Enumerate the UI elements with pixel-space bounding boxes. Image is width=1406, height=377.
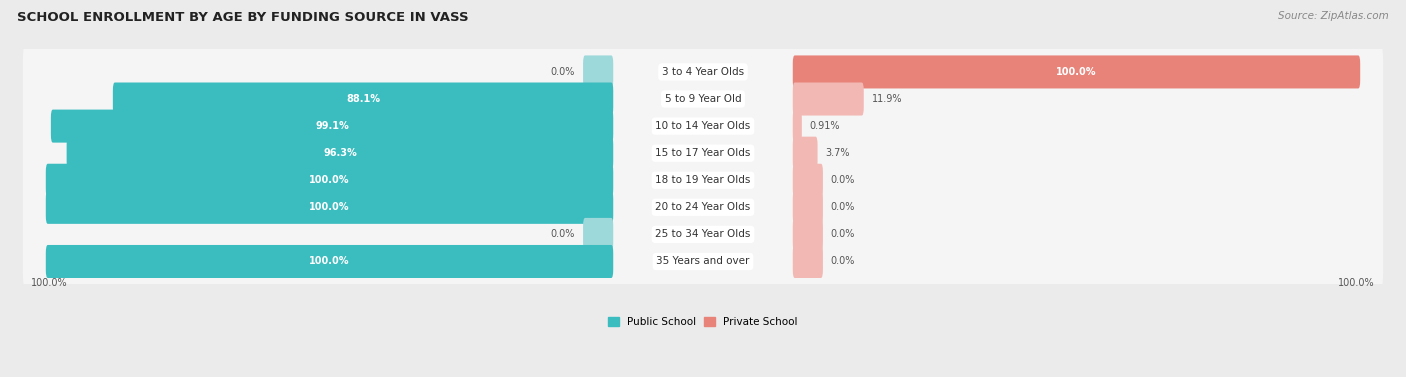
Text: 0.0%: 0.0%	[551, 67, 575, 77]
Text: 3 to 4 Year Olds: 3 to 4 Year Olds	[662, 67, 744, 77]
FancyBboxPatch shape	[22, 202, 1384, 267]
FancyBboxPatch shape	[793, 55, 1360, 89]
Text: 18 to 19 Year Olds: 18 to 19 Year Olds	[655, 175, 751, 185]
Text: Source: ZipAtlas.com: Source: ZipAtlas.com	[1278, 11, 1389, 21]
Text: 99.1%: 99.1%	[315, 121, 349, 131]
Legend: Public School, Private School: Public School, Private School	[605, 313, 801, 331]
Text: 3.7%: 3.7%	[825, 148, 849, 158]
FancyBboxPatch shape	[793, 245, 823, 278]
FancyBboxPatch shape	[112, 83, 613, 115]
Text: 96.3%: 96.3%	[323, 148, 357, 158]
FancyBboxPatch shape	[22, 40, 1384, 104]
Text: 5 to 9 Year Old: 5 to 9 Year Old	[665, 94, 741, 104]
Text: 25 to 34 Year Olds: 25 to 34 Year Olds	[655, 229, 751, 239]
Text: 100.0%: 100.0%	[1339, 277, 1375, 288]
FancyBboxPatch shape	[46, 245, 613, 278]
Text: SCHOOL ENROLLMENT BY AGE BY FUNDING SOURCE IN VASS: SCHOOL ENROLLMENT BY AGE BY FUNDING SOUR…	[17, 11, 468, 24]
FancyBboxPatch shape	[793, 191, 823, 224]
Text: 10 to 14 Year Olds: 10 to 14 Year Olds	[655, 121, 751, 131]
FancyBboxPatch shape	[793, 83, 863, 115]
FancyBboxPatch shape	[22, 67, 1384, 131]
FancyBboxPatch shape	[46, 164, 613, 197]
FancyBboxPatch shape	[22, 229, 1384, 294]
FancyBboxPatch shape	[793, 136, 817, 170]
Text: 11.9%: 11.9%	[872, 94, 903, 104]
Text: 0.0%: 0.0%	[551, 229, 575, 239]
Text: 100.0%: 100.0%	[309, 256, 350, 267]
FancyBboxPatch shape	[583, 55, 613, 89]
Text: 88.1%: 88.1%	[346, 94, 380, 104]
FancyBboxPatch shape	[22, 94, 1384, 158]
FancyBboxPatch shape	[22, 121, 1384, 185]
FancyBboxPatch shape	[66, 136, 613, 170]
Text: 100.0%: 100.0%	[309, 202, 350, 212]
FancyBboxPatch shape	[793, 110, 801, 143]
FancyBboxPatch shape	[46, 191, 613, 224]
Text: 100.0%: 100.0%	[31, 277, 67, 288]
FancyBboxPatch shape	[793, 218, 823, 251]
Text: 15 to 17 Year Olds: 15 to 17 Year Olds	[655, 148, 751, 158]
Text: 35 Years and over: 35 Years and over	[657, 256, 749, 267]
Text: 100.0%: 100.0%	[1056, 67, 1097, 77]
Text: 0.0%: 0.0%	[831, 229, 855, 239]
Text: 0.0%: 0.0%	[831, 202, 855, 212]
FancyBboxPatch shape	[793, 164, 823, 197]
FancyBboxPatch shape	[51, 110, 613, 143]
Text: 0.0%: 0.0%	[831, 175, 855, 185]
Text: 0.91%: 0.91%	[810, 121, 841, 131]
Text: 0.0%: 0.0%	[831, 256, 855, 267]
Text: 100.0%: 100.0%	[309, 175, 350, 185]
Text: 20 to 24 Year Olds: 20 to 24 Year Olds	[655, 202, 751, 212]
FancyBboxPatch shape	[22, 148, 1384, 213]
FancyBboxPatch shape	[22, 175, 1384, 239]
FancyBboxPatch shape	[583, 218, 613, 251]
